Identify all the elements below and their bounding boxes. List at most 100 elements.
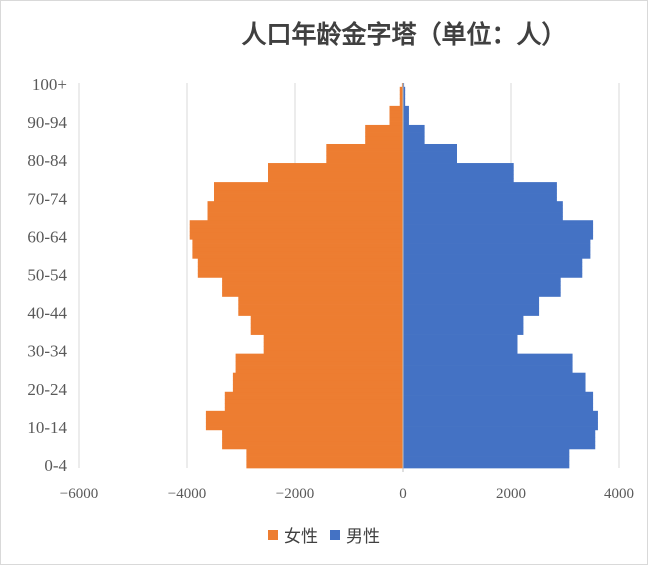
bar-male [403, 189, 557, 194]
bar-male [403, 433, 596, 438]
x-tick-layer: −6000 −4000 −2000 0 2000 4000 [60, 486, 634, 502]
bar-female [224, 407, 403, 412]
bar-male [403, 456, 570, 461]
bar-male [403, 128, 425, 133]
bar-male [403, 319, 524, 324]
bar-male [403, 296, 540, 301]
bar-male [403, 437, 596, 442]
bar-female [263, 342, 403, 347]
bar-female [197, 269, 403, 274]
bar-female [192, 239, 403, 244]
bar-male [403, 124, 425, 130]
y-tick-layer: 0-4 10-14 20-24 30-34 40-44 50-54 60-64 70-74 80… [27, 75, 67, 475]
bar-male [403, 155, 457, 160]
bar-male [403, 380, 586, 385]
bar-female [250, 315, 403, 320]
y-tick-label: 80-84 [27, 151, 67, 170]
bar-male [403, 182, 557, 187]
bar-female [235, 353, 403, 358]
bar-male [403, 285, 561, 290]
bar-female [250, 330, 403, 335]
bar-male [403, 178, 514, 183]
bar-male [403, 250, 591, 255]
bar-female [207, 216, 403, 221]
bar-female [246, 456, 403, 461]
y-tick-label: 40-44 [27, 304, 67, 323]
y-tick-label: 60-64 [27, 227, 67, 246]
bar-male [403, 113, 409, 118]
bar-male [403, 254, 591, 259]
bar-male [403, 403, 594, 408]
bar-female [365, 128, 403, 133]
bar-male [403, 262, 583, 267]
bar-female [246, 452, 403, 457]
bar-female [326, 147, 403, 152]
bar-female [224, 399, 403, 404]
legend-swatch [330, 529, 340, 540]
bar-female [263, 334, 403, 339]
bar-female [189, 224, 403, 229]
bar-male [403, 292, 561, 297]
bar-male [403, 269, 583, 274]
bar-female [222, 292, 403, 297]
x-tick-label: 2000 [496, 486, 526, 502]
bar-male [403, 174, 514, 179]
bar-female [235, 365, 403, 370]
bar-male [403, 426, 598, 431]
bar-male [403, 422, 598, 427]
bar-male [403, 163, 514, 168]
bar-layer [189, 83, 598, 472]
bar-male [403, 452, 570, 457]
bar-female [235, 361, 403, 366]
bar-female [192, 250, 403, 255]
bar-male [403, 300, 540, 305]
bar-female [222, 429, 403, 435]
bar-female [189, 227, 403, 233]
bar-female [197, 265, 403, 271]
bar-female [214, 185, 403, 191]
bar-female [399, 86, 403, 91]
bar-male [403, 376, 586, 381]
bar-male [403, 304, 540, 309]
bar-female [246, 448, 403, 454]
bar-female [197, 273, 403, 278]
bar-female [189, 231, 403, 236]
y-tick-label: 50-54 [27, 266, 67, 285]
bar-male [403, 414, 598, 419]
bar-female [268, 178, 403, 183]
bar-female [246, 460, 403, 465]
bar-female [214, 189, 403, 194]
bar-female [222, 277, 403, 282]
bar-female [224, 391, 403, 396]
bar-male [403, 349, 518, 354]
bar-female [268, 174, 403, 179]
bar-female [250, 326, 403, 332]
legend: 女性 男性 [1, 522, 647, 547]
bar-female [192, 246, 403, 252]
bar-male [403, 102, 406, 107]
bar-male [403, 117, 409, 122]
bar-female [365, 136, 403, 141]
bar-female [235, 357, 403, 362]
bar-female [399, 90, 403, 95]
bar-male [403, 277, 561, 282]
x-tick-label: −4000 [168, 486, 206, 502]
bar-male [403, 143, 457, 149]
bar-male [403, 235, 594, 240]
bar-female [222, 288, 403, 294]
bar-male [403, 151, 457, 156]
legend-item: 男性 [330, 522, 380, 547]
bar-male [403, 147, 457, 152]
bar-male [403, 372, 586, 377]
bar-male [403, 315, 524, 320]
y-tick-label: 30-34 [27, 342, 67, 361]
bar-female [365, 132, 403, 137]
bar-male [403, 170, 514, 175]
bar-male [403, 273, 583, 278]
y-tick-label: 0-4 [44, 456, 67, 475]
x-tick-label: −2000 [276, 486, 314, 502]
bar-female [214, 182, 403, 187]
bar-male [403, 86, 406, 91]
bar-male [403, 334, 518, 339]
x-tick-label: −6000 [60, 486, 98, 502]
